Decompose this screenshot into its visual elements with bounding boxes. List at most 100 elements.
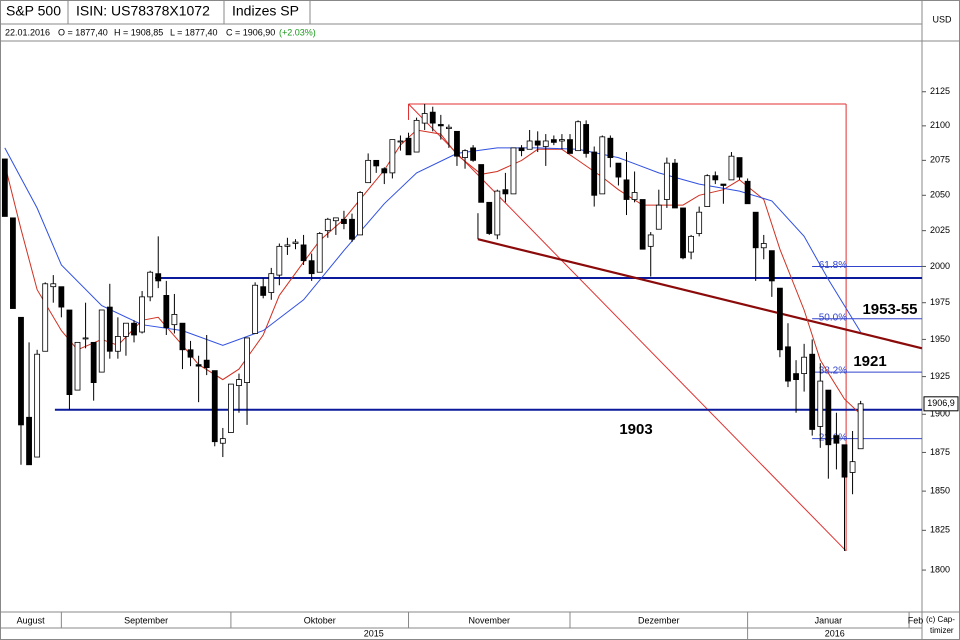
month-label: Feb (908, 615, 924, 625)
candle-body (18, 316, 24, 426)
candle-body (389, 139, 396, 174)
candle-body (655, 204, 662, 230)
candle-body (260, 286, 267, 296)
y-tick-label: 2075 (930, 155, 950, 165)
candle-body (785, 346, 791, 382)
candle-body (123, 322, 129, 337)
candle-body (631, 192, 638, 200)
candle-body (276, 245, 283, 276)
candle-body (300, 244, 307, 262)
candle-body (421, 113, 428, 124)
candle-body (252, 284, 259, 334)
candle-body (155, 273, 162, 282)
candle-body (74, 341, 81, 391)
candle-body (308, 260, 315, 275)
fib-label: 23.6% (819, 432, 847, 443)
candle-body (429, 111, 436, 124)
candle-body (559, 139, 565, 142)
candle-body (639, 199, 646, 250)
trendline (477, 238, 923, 350)
y-tick-label: 1925 (930, 371, 950, 381)
y-tick-label: 2000 (930, 261, 950, 271)
annotation: 1953-55 (862, 301, 917, 318)
candle-body (599, 136, 606, 195)
candle-body (817, 380, 824, 427)
candle-body (445, 126, 452, 129)
y-tick-label: 1900 (930, 409, 950, 419)
candle-body (744, 180, 751, 205)
candle-body (647, 234, 654, 247)
candle-body (437, 124, 444, 127)
candle-body (90, 341, 97, 383)
candle-body (728, 155, 735, 181)
month-label: August (17, 615, 46, 625)
candle-body (219, 438, 226, 444)
candle-body (712, 175, 719, 181)
candle-body (397, 140, 404, 143)
candle-body (26, 416, 32, 466)
candle-body (284, 244, 291, 247)
candle-body (583, 124, 590, 154)
candle-body (462, 150, 468, 158)
y-tick-label: 1950 (930, 334, 950, 344)
header-index: Indizes SP (232, 3, 299, 19)
candle-body (809, 353, 816, 430)
copyright: timizer (930, 626, 954, 635)
candle-body (163, 295, 170, 329)
y-tick-label: 1800 (930, 564, 950, 574)
candle-body (454, 130, 460, 157)
candle-body (405, 137, 412, 156)
candle-body (825, 389, 832, 446)
candle-body (526, 140, 533, 150)
fib-label: 61.8% (819, 260, 847, 271)
info-close: C = 1906,90 (226, 27, 275, 37)
candle-body (1, 158, 8, 217)
candle-body (195, 364, 202, 367)
info-high: H = 1908,85 (114, 27, 163, 37)
candle-body (292, 241, 299, 244)
candle-body (494, 190, 501, 236)
candle-body (591, 151, 598, 196)
candle-body (615, 162, 622, 178)
candle-body (413, 119, 420, 153)
candle-body (567, 139, 573, 154)
candle-body (147, 271, 154, 298)
candle-body (688, 235, 694, 253)
candle-body (534, 140, 541, 146)
candle-body (106, 306, 113, 352)
candle-body (211, 370, 218, 443)
year-label: 2016 (825, 628, 845, 638)
candle-body (139, 296, 145, 333)
last-price-label: 1906,9 (927, 398, 955, 408)
candle-body (777, 287, 783, 351)
candle-body (349, 218, 355, 240)
header-isin: ISIN: US78378X1072 (76, 3, 210, 19)
y-tick-label: 1975 (930, 297, 950, 307)
candle-body (268, 273, 275, 293)
y-tick-label: 1850 (930, 485, 950, 495)
y-tick-label: 1875 (930, 447, 950, 457)
candle-body (381, 168, 388, 174)
info-open: O = 1877,40 (58, 27, 108, 37)
fib-label: 50.0% (819, 312, 847, 323)
y-tick-label: 2050 (930, 190, 950, 200)
candle-body (50, 283, 57, 288)
candle-body (720, 183, 727, 186)
y-tick-label: 1825 (930, 525, 950, 535)
candle-body (58, 286, 65, 308)
candle-body (623, 179, 630, 200)
candle-body (82, 337, 89, 340)
candle-body (203, 359, 210, 369)
candle-body (187, 349, 194, 358)
candle-body (542, 140, 549, 147)
info-low: L = 1877,40 (170, 27, 217, 37)
candle-body (550, 139, 557, 143)
y-tick-label: 2100 (930, 120, 950, 130)
header-title: S&P 500 (6, 3, 61, 19)
candle-body (607, 137, 614, 158)
candle-body (518, 147, 525, 152)
month-label: Januar (815, 615, 843, 625)
month-label: Oktober (304, 615, 336, 625)
candle-body (373, 159, 380, 167)
